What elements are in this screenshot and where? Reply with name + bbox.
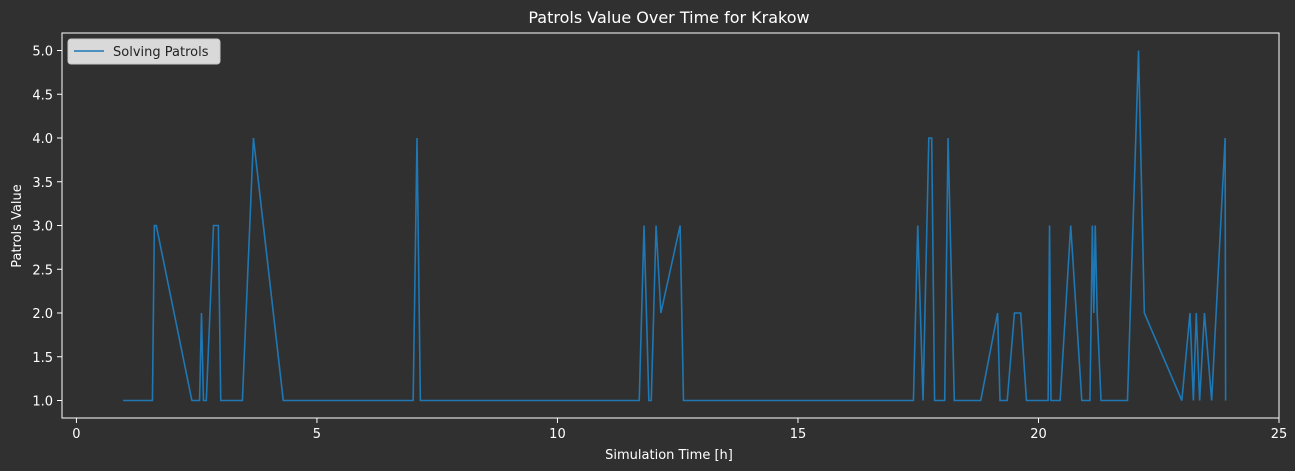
x-tick-label: 15: [790, 427, 807, 442]
x-tick-label: 10: [549, 427, 566, 442]
x-tick-label: 25: [1271, 427, 1288, 442]
legend: Solving Patrols: [67, 38, 221, 65]
plot-area: [61, 32, 1280, 419]
x-axis: 0 5 10 15 20 25: [72, 418, 1287, 442]
series-layer: [123, 50, 1227, 402]
x-axis-label: Simulation Time [h]: [605, 448, 733, 463]
y-tick-label: 5.0: [32, 45, 53, 60]
y-tick-label: 1.0: [32, 395, 53, 410]
y-tick-label: 4.5: [32, 88, 53, 103]
y-axis: 1.0 1.5 2.0 2.5 3.0 3.5 4.0 4.5 5.0: [32, 45, 62, 410]
x-tick-label: 20: [1030, 427, 1047, 442]
legend-label: Solving Patrols: [113, 45, 209, 60]
y-tick-label: 2.0: [32, 307, 53, 322]
y-tick-label: 2.5: [32, 263, 53, 278]
x-tick-label: 5: [313, 427, 321, 442]
chart-title: Patrols Value Over Time for Krakow: [528, 8, 809, 27]
y-tick-label: 3.0: [32, 220, 53, 235]
series-line: [123, 50, 1227, 402]
y-tick-label: 1.5: [32, 351, 53, 366]
y-axis-label: Patrols Value: [10, 184, 25, 268]
axes-frame: [61, 32, 1280, 419]
x-tick-label: 0: [72, 427, 80, 442]
y-tick-label: 3.5: [32, 176, 53, 191]
y-tick-label: 4.0: [32, 132, 53, 147]
legend-box: [67, 38, 221, 65]
